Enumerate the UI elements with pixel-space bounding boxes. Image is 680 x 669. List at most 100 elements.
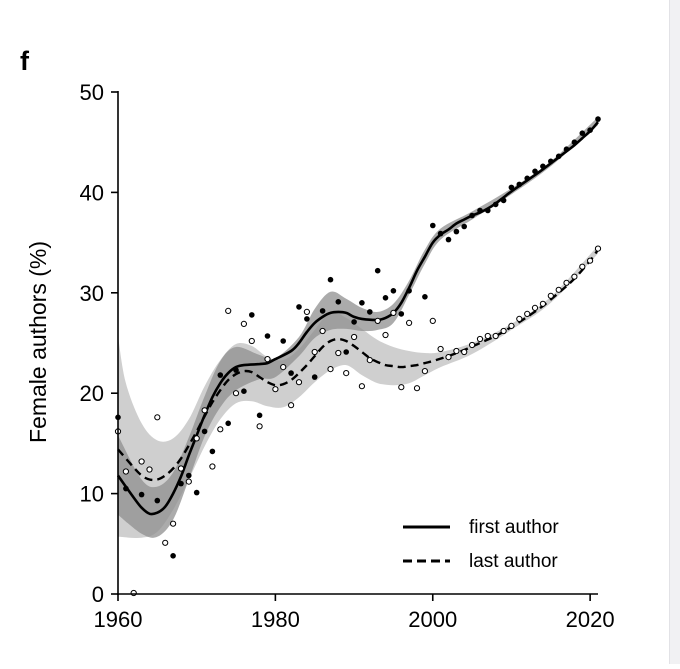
data-point-last-author <box>406 319 413 326</box>
data-point-first-author <box>445 236 452 243</box>
data-point-last-author <box>217 426 224 433</box>
data-point-last-author <box>272 386 279 393</box>
data-point-last-author <box>579 263 586 270</box>
data-point-first-author <box>430 222 436 229</box>
data-point-first-author <box>555 153 562 160</box>
data-point-last-author <box>201 407 208 414</box>
data-point-first-author <box>193 489 200 496</box>
data-point-first-author <box>359 300 365 306</box>
x-tick-label: 2020 <box>566 607 615 632</box>
data-point-last-author <box>240 320 247 327</box>
data-point-first-author <box>453 228 460 235</box>
x-tick-label: 1960 <box>94 607 143 632</box>
data-point-first-author <box>422 294 428 300</box>
data-point-first-author <box>217 372 224 378</box>
data-point-last-author <box>154 414 161 421</box>
data-point-first-author <box>170 553 176 559</box>
data-point-last-author <box>413 385 421 392</box>
data-point-last-author <box>445 354 452 361</box>
data-point-first-author <box>351 319 357 325</box>
panel-label: f <box>20 46 30 76</box>
data-point-last-author <box>351 333 358 341</box>
data-point-first-author <box>241 388 247 395</box>
data-point-first-author <box>319 308 326 314</box>
data-point-first-author <box>587 127 593 133</box>
y-tick-label: 20 <box>80 381 104 406</box>
data-point-last-author <box>232 390 240 397</box>
data-point-first-author <box>485 207 491 214</box>
data-point-first-author <box>201 428 208 435</box>
y-tick-label: 50 <box>80 80 104 105</box>
data-point-last-author <box>177 465 185 472</box>
data-point-first-author <box>138 491 145 498</box>
data-point-last-author <box>374 317 381 324</box>
data-point-first-author <box>469 212 475 219</box>
data-point-first-author <box>327 276 334 283</box>
data-point-first-author <box>532 168 538 175</box>
x-tick-label: 1980 <box>251 607 300 632</box>
data-point-first-author <box>492 201 499 208</box>
data-point-last-author <box>594 245 602 252</box>
data-point-first-author <box>508 184 515 191</box>
data-points <box>114 116 602 597</box>
axes: 0 10 20 30 40 50 1960 1980 2000 2020 <box>80 80 615 632</box>
data-point-last-author <box>366 357 373 364</box>
data-point-first-author <box>477 207 483 214</box>
data-point-first-author <box>233 367 239 373</box>
data-point-first-author <box>437 230 444 237</box>
data-point-last-author <box>390 309 397 316</box>
data-point-last-author <box>453 347 460 355</box>
data-point-last-author <box>185 478 192 485</box>
data-point-last-author <box>146 466 153 473</box>
data-point-first-author <box>563 146 570 152</box>
y-axis-label: Female authors (%) <box>25 241 51 443</box>
data-point-first-author <box>123 485 129 492</box>
data-point-last-author <box>437 345 444 353</box>
data-point-first-author <box>296 304 302 310</box>
ci-band-first-author <box>118 117 598 538</box>
data-point-last-author <box>170 520 177 527</box>
data-point-first-author <box>343 349 350 355</box>
data-point-first-author <box>500 197 507 204</box>
data-point-first-author <box>571 139 578 145</box>
data-point-first-author <box>264 333 271 339</box>
data-point-last-author <box>484 332 491 340</box>
data-point-last-author <box>162 539 169 546</box>
data-point-last-author <box>209 463 216 470</box>
data-point-last-author <box>398 384 405 391</box>
data-point-last-author <box>303 308 310 315</box>
data-point-last-author <box>130 589 137 597</box>
data-point-last-author <box>335 349 342 357</box>
data-point-first-author <box>249 312 255 318</box>
data-point-first-author <box>311 374 318 380</box>
data-point-last-author <box>193 435 200 442</box>
data-point-last-author <box>358 383 365 390</box>
data-point-last-author <box>421 368 428 375</box>
data-point-last-author <box>469 341 476 349</box>
data-point-last-author <box>524 310 531 317</box>
data-point-first-author <box>367 309 373 315</box>
data-point-last-author <box>311 348 318 356</box>
data-point-last-author <box>138 458 145 465</box>
data-point-first-author <box>280 338 287 344</box>
data-point-last-author <box>461 348 468 356</box>
data-point-first-author <box>256 412 263 419</box>
data-point-first-author <box>524 175 530 182</box>
data-point-last-author <box>476 335 484 343</box>
data-point-last-author <box>225 307 232 314</box>
data-point-last-author <box>248 337 255 345</box>
data-point-last-author <box>382 331 389 339</box>
window-edge <box>669 0 680 664</box>
data-point-last-author <box>429 317 436 324</box>
legend-label-first-author: first author <box>469 517 559 538</box>
data-point-first-author <box>398 311 405 317</box>
ci-band-last-author <box>118 245 598 539</box>
data-point-first-author <box>288 370 294 376</box>
y-tick-label: 10 <box>80 482 104 507</box>
data-point-last-author <box>547 292 554 299</box>
data-point-first-author <box>178 480 184 487</box>
fit-line-last-author <box>117 248 599 482</box>
data-point-first-author <box>516 181 523 188</box>
